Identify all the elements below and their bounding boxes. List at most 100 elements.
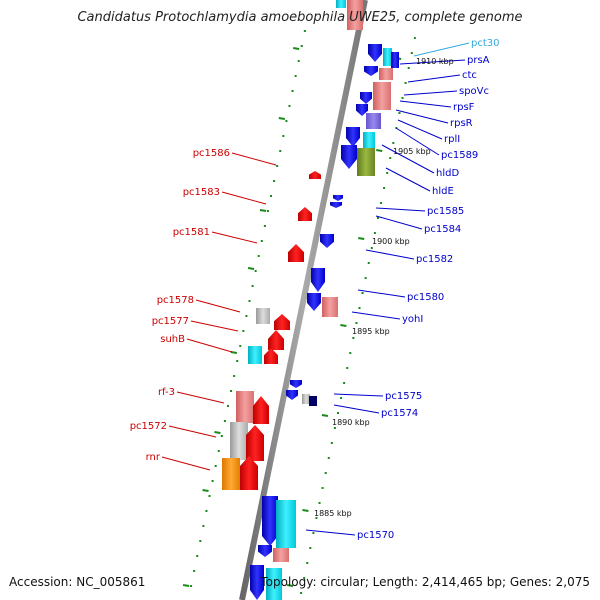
gene-label-pc1574[interactable]: pc1574 xyxy=(381,408,418,419)
gene-label-pc1575[interactable]: pc1575 xyxy=(385,391,422,402)
scale-dot xyxy=(294,75,297,77)
scale-dot xyxy=(233,375,236,377)
gene-block xyxy=(236,391,254,423)
gene-label-prsa[interactable]: prsA xyxy=(467,55,490,66)
gene-block xyxy=(253,396,269,424)
scale-dot xyxy=(202,525,205,527)
scale-dot xyxy=(413,37,416,39)
label-leader xyxy=(399,59,466,65)
gene-label-rpsr[interactable]: rpsR xyxy=(450,118,473,129)
gene-label-pc1586[interactable]: pc1586 xyxy=(193,148,230,159)
gene-block xyxy=(379,68,393,80)
gene-label-suhb[interactable]: suhB xyxy=(160,334,185,345)
gene-block xyxy=(368,44,382,62)
scale-dot xyxy=(282,135,285,137)
gene-label-rpli[interactable]: rplI xyxy=(444,134,460,145)
gene-block xyxy=(290,380,302,388)
scale-dot xyxy=(309,547,312,549)
scale-dot xyxy=(389,157,392,159)
scale-dot xyxy=(358,307,361,309)
gene-label-pc1581[interactable]: pc1581 xyxy=(173,227,210,238)
gene-label-pc1583[interactable]: pc1583 xyxy=(183,187,220,198)
label-leader xyxy=(407,74,461,83)
accession-text: Accession: NC_005861 xyxy=(9,575,146,589)
gene-block xyxy=(298,207,312,221)
scale-dot xyxy=(315,517,318,519)
scale-dot xyxy=(355,322,358,324)
gene-label-pc1577[interactable]: pc1577 xyxy=(152,316,189,327)
gene-label-pc1589[interactable]: pc1589 xyxy=(441,150,478,161)
scale-dot xyxy=(230,390,233,392)
scale-tick xyxy=(214,431,221,434)
label-leader xyxy=(221,191,267,205)
label-leader xyxy=(397,119,443,140)
scale-dot xyxy=(220,435,223,437)
gene-label-hlde[interactable]: hldE xyxy=(432,186,454,197)
gene-label-pc1584[interactable]: pc1584 xyxy=(424,224,461,235)
gene-block xyxy=(383,48,392,66)
scale-dot xyxy=(251,285,254,287)
scale-dot xyxy=(324,472,327,474)
label-leader xyxy=(399,100,452,108)
gene-label-pct30[interactable]: pct30 xyxy=(471,38,500,49)
scale-dot xyxy=(270,195,273,197)
label-leader xyxy=(190,320,239,332)
label-leader xyxy=(168,425,217,438)
gene-block xyxy=(391,52,399,68)
scale-dot xyxy=(303,577,306,579)
label-leader xyxy=(395,127,440,156)
gene-label-pc1572[interactable]: pc1572 xyxy=(130,421,167,432)
scale-dot xyxy=(297,60,300,62)
label-leader xyxy=(305,529,356,536)
scale-dot xyxy=(226,405,229,407)
scale-dot xyxy=(386,172,389,174)
scale-dot xyxy=(254,270,257,272)
gene-label-rpsf[interactable]: rpsF xyxy=(453,102,475,113)
gene-block xyxy=(268,330,284,350)
gene-block xyxy=(320,234,334,248)
gene-block xyxy=(264,348,278,364)
gene-label-rf-3[interactable]: rf-3 xyxy=(158,387,175,398)
gene-label-pc1580[interactable]: pc1580 xyxy=(407,292,444,303)
scale-dot xyxy=(223,420,226,422)
gene-block xyxy=(366,113,381,129)
scale-dot xyxy=(279,150,282,152)
scale-dot xyxy=(340,397,343,399)
scale-dot xyxy=(260,240,263,242)
scale-label: 1895 kbp xyxy=(352,327,390,336)
gene-block xyxy=(336,0,346,8)
scale-dot xyxy=(303,30,306,32)
scale-tick xyxy=(376,149,383,152)
gene-label-spovc[interactable]: spoVc xyxy=(459,86,489,97)
scale-dot xyxy=(300,592,303,594)
scale-dot xyxy=(300,45,303,47)
gene-label-rnr[interactable]: rnr xyxy=(146,452,161,463)
scale-dot xyxy=(376,217,379,219)
scale-tick xyxy=(286,584,294,587)
scale-label: 1910 kbp xyxy=(416,57,454,66)
gene-label-yohi[interactable]: yohI xyxy=(402,314,423,325)
scale-dot xyxy=(383,187,386,189)
gene-block xyxy=(302,394,310,404)
label-leader xyxy=(357,289,406,298)
gene-block xyxy=(360,92,372,104)
gene-label-pc1570[interactable]: pc1570 xyxy=(357,530,394,541)
gene-label-hldd[interactable]: hldD xyxy=(436,168,459,179)
label-leader xyxy=(375,207,426,212)
scale-dot xyxy=(370,247,373,249)
gene-label-pc1578[interactable]: pc1578 xyxy=(157,295,194,306)
scale-tick xyxy=(358,237,365,240)
scale-tick xyxy=(321,414,329,417)
gene-label-pc1585[interactable]: pc1585 xyxy=(427,206,464,217)
scale-dot xyxy=(407,67,410,69)
gene-label-pc1582[interactable]: pc1582 xyxy=(416,254,453,265)
gene-block xyxy=(286,390,298,400)
gene-block xyxy=(346,127,360,147)
gene-block xyxy=(363,132,375,148)
label-leader-lines xyxy=(161,42,470,536)
gene-block xyxy=(373,82,391,110)
scale-dot xyxy=(257,255,260,257)
label-leader xyxy=(381,144,435,174)
gene-label-ctc[interactable]: ctc xyxy=(462,70,477,81)
